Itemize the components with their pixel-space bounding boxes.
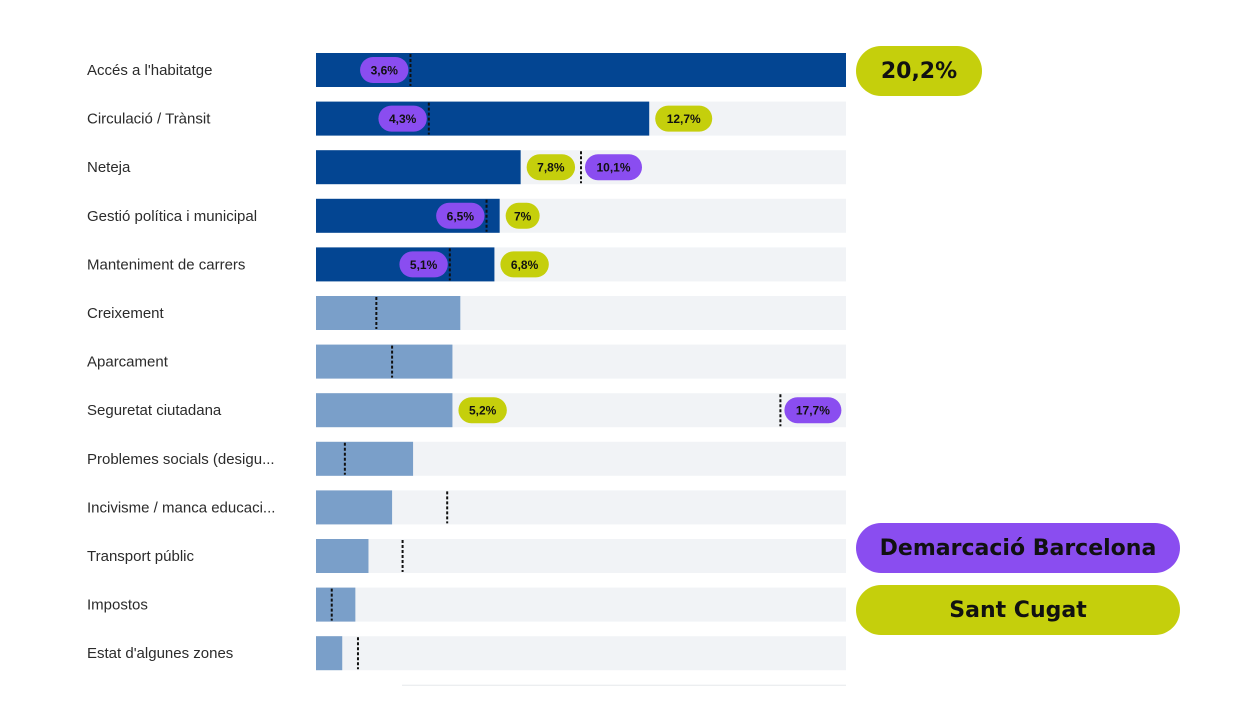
category-label: Seguretat ciutadana	[87, 402, 222, 419]
category-label: Estat d'algunes zones	[87, 645, 233, 662]
barcelona-label: 17,7%	[796, 404, 830, 418]
category-label: Accés a l'habitatge	[87, 62, 212, 79]
sant-cugat-label: 7%	[514, 209, 532, 223]
barcelona-label-bg	[360, 57, 409, 83]
top-value-callout: 20,2%	[856, 46, 982, 96]
legend-sant-cugat: Sant Cugat	[856, 585, 1180, 635]
category-label: Problemes socials (desigu...	[87, 451, 275, 468]
sant-cugat-label: 5,2%	[469, 404, 497, 418]
bar-track	[316, 636, 846, 671]
category-label: Incivisme / manca educaci...	[87, 499, 275, 516]
sant-cugat-bar	[316, 150, 521, 185]
sant-cugat-bar	[316, 636, 343, 671]
sant-cugat-bar	[316, 587, 356, 622]
category-label: Transport públic	[87, 548, 194, 565]
bar-track	[316, 539, 846, 573]
barcelona-label-bg	[436, 202, 485, 229]
category-label: Creixement	[87, 305, 165, 322]
barcelona-label-bg	[378, 105, 427, 132]
category-label: Neteja	[87, 159, 131, 176]
category-label: Manteniment de carrers	[87, 256, 245, 273]
sant-cugat-bar	[316, 393, 453, 428]
barcelona-label-bg	[585, 154, 642, 181]
barcelona-label-bg	[784, 397, 842, 424]
sant-cugat-bar	[316, 490, 393, 525]
sant-cugat-label-bg	[526, 154, 576, 181]
barcelona-label: 10,1%	[596, 161, 630, 175]
sant-cugat-label: 6,8%	[511, 258, 539, 272]
bar-track	[316, 490, 846, 525]
sant-cugat-bar	[316, 539, 369, 573]
bar-track	[316, 587, 846, 622]
sant-cugat-label-bg	[655, 105, 713, 132]
barcelona-label: 4,3%	[389, 112, 417, 126]
category-label: Gestió política i municipal	[87, 208, 257, 225]
category-label: Aparcament	[87, 354, 169, 371]
barcelona-label: 6,5%	[447, 209, 475, 223]
sant-cugat-label: 7,8%	[537, 161, 565, 175]
sant-cugat-label: 12,7%	[667, 112, 701, 126]
barcelona-label: 3,6%	[371, 64, 399, 78]
sant-cugat-label-bg	[500, 251, 549, 278]
sant-cugat-bar	[316, 344, 453, 379]
barcelona-label-bg	[399, 251, 448, 278]
sant-cugat-bar	[316, 101, 650, 136]
sant-cugat-bar	[316, 296, 461, 330]
legend-demarcacio-barcelona: Demarcació Barcelona	[856, 523, 1180, 573]
category-label: Circulació / Trànsit	[87, 111, 211, 128]
category-label: Impostos	[87, 597, 148, 614]
sant-cugat-label-bg	[458, 397, 507, 424]
sant-cugat-label-bg	[505, 202, 540, 229]
sant-cugat-bar	[316, 441, 414, 476]
barcelona-label: 5,1%	[410, 258, 438, 272]
